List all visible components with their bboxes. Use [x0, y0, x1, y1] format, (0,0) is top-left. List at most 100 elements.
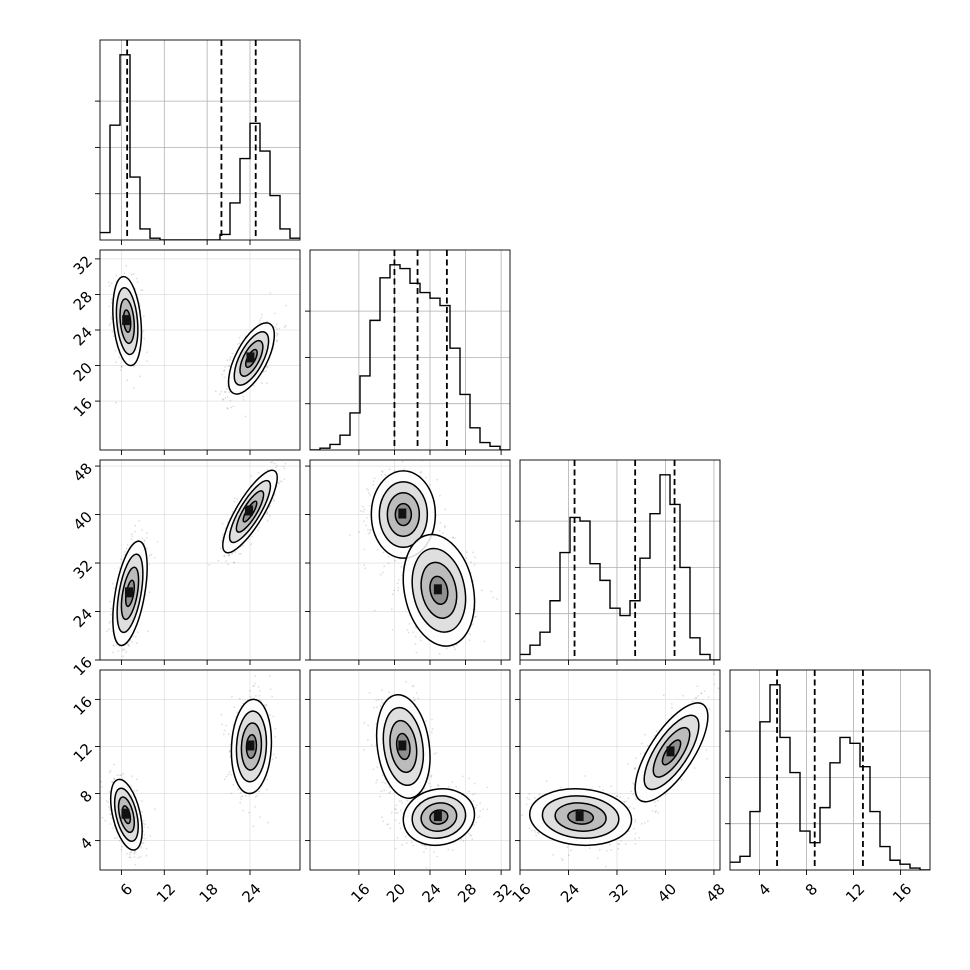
- histogram-step-line: [730, 684, 930, 870]
- sample-point: [397, 586, 400, 589]
- sample-point: [123, 553, 126, 556]
- sample-point: [145, 854, 148, 857]
- sample-point: [283, 326, 286, 329]
- sample-point: [269, 688, 272, 691]
- sample-point: [406, 799, 409, 802]
- sample-point: [369, 529, 371, 532]
- sample-point: [274, 326, 277, 329]
- sample-point: [136, 789, 139, 792]
- sample-point: [146, 360, 149, 362]
- sample-point: [223, 390, 226, 393]
- sample-point: [118, 567, 121, 570]
- sample-point: [465, 551, 468, 554]
- sample-point: [454, 648, 456, 651]
- sample-point: [451, 537, 454, 539]
- sample-point: [273, 312, 276, 315]
- sample-point: [425, 720, 428, 722]
- sample-point: [104, 673, 106, 675]
- sample-point: [110, 316, 112, 318]
- sample-point: [125, 265, 128, 267]
- sample-point: [113, 778, 115, 780]
- sample-point: [383, 789, 386, 792]
- sample-point: [266, 469, 269, 471]
- sample-point: [112, 644, 115, 647]
- sample-point: [107, 801, 109, 804]
- density-peak: [121, 808, 130, 819]
- sample-point: [376, 779, 379, 782]
- sample-point: [219, 547, 222, 549]
- sample-point: [251, 535, 253, 538]
- sample-point: [468, 777, 470, 780]
- sample-point: [119, 774, 121, 777]
- sample-point: [140, 289, 142, 291]
- histogram-panel-3: [730, 670, 930, 870]
- sample-point: [394, 847, 397, 850]
- sample-point: [116, 836, 118, 839]
- sample-point: [272, 715, 275, 718]
- sample-point: [224, 729, 226, 732]
- sample-point: [266, 382, 268, 385]
- sample-point: [471, 838, 474, 841]
- sample-point: [384, 782, 387, 784]
- sample-point: [381, 571, 384, 574]
- sample-point: [373, 477, 376, 480]
- sample-point: [430, 775, 433, 778]
- sample-point: [435, 752, 438, 754]
- panel-frame: [309, 249, 511, 451]
- scatter-panel-0-1: [100, 250, 300, 450]
- sample-point: [115, 401, 117, 404]
- sample-point: [141, 842, 144, 845]
- sample-point: [412, 666, 414, 668]
- sample-point: [266, 519, 269, 522]
- sample-point: [129, 851, 132, 854]
- sample-point: [433, 753, 436, 755]
- sample-point: [156, 541, 159, 543]
- sample-point: [415, 692, 418, 694]
- sample-point: [388, 691, 390, 694]
- sample-point: [129, 856, 132, 859]
- sample-point: [467, 832, 470, 835]
- sample-point: [262, 371, 265, 373]
- sample-point: [254, 795, 257, 798]
- sample-point: [218, 393, 221, 396]
- sample-point: [417, 697, 420, 700]
- sample-point: [110, 301, 113, 304]
- sample-point: [229, 399, 232, 402]
- sample-point: [236, 711, 239, 714]
- sample-point: [265, 703, 268, 706]
- histogram-panel-1: [310, 250, 510, 450]
- sample-point: [372, 483, 375, 486]
- sample-point: [265, 320, 268, 323]
- sample-point: [275, 339, 278, 341]
- sample-point: [404, 836, 407, 838]
- sample-point: [115, 644, 118, 646]
- sample-point: [228, 771, 231, 773]
- panel-frame: [99, 249, 301, 451]
- density-peak: [433, 584, 442, 595]
- sample-point: [396, 811, 399, 814]
- sample-point: [130, 533, 133, 535]
- sample-point: [381, 470, 383, 472]
- sample-point: [109, 600, 111, 603]
- sample-point: [381, 781, 384, 784]
- sample-point: [228, 750, 231, 752]
- sample-point: [423, 850, 425, 853]
- sample-point: [146, 630, 149, 633]
- sample-point: [284, 462, 287, 465]
- sample-point: [127, 645, 130, 647]
- sample-point: [131, 641, 134, 643]
- sample-point: [368, 691, 371, 694]
- sample-point: [139, 855, 142, 858]
- sample-point: [220, 713, 223, 716]
- sample-point: [269, 292, 272, 294]
- sample-point: [111, 330, 114, 333]
- sample-point: [370, 528, 372, 531]
- sample-point: [453, 646, 455, 649]
- sample-point: [134, 530, 136, 533]
- sample-point: [391, 593, 394, 596]
- sample-point: [223, 778, 226, 781]
- sample-point: [275, 756, 277, 759]
- sample-point: [367, 492, 370, 494]
- sample-point: [223, 370, 225, 372]
